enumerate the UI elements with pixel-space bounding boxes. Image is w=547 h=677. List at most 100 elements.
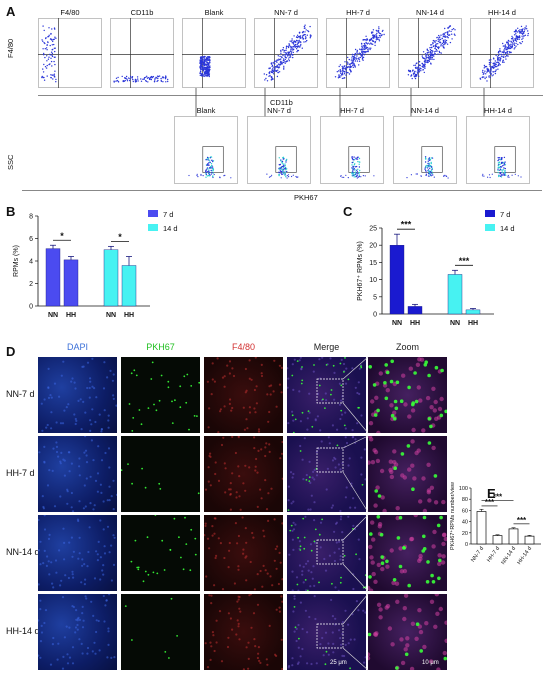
cell (108, 466, 111, 469)
flow-event (277, 69, 279, 71)
flow-event (520, 31, 522, 34)
cell (208, 407, 211, 410)
flow-event (207, 159, 209, 161)
cell (61, 596, 65, 599)
flow-event (449, 34, 451, 36)
cell (301, 647, 304, 651)
flow-event (502, 45, 505, 47)
pkh67-spot (395, 380, 400, 385)
cell (338, 540, 341, 543)
flow-event (199, 72, 201, 74)
flow-event (428, 157, 431, 159)
flow-event (422, 57, 425, 59)
cell (304, 515, 307, 518)
pkh67-spot (197, 492, 200, 495)
flow-event (209, 65, 211, 67)
cell (305, 562, 308, 565)
cell (82, 400, 85, 403)
flow-event (407, 74, 410, 76)
cell (254, 411, 257, 414)
cell (112, 479, 115, 482)
cell (293, 630, 296, 633)
pkh67-spot (138, 409, 141, 411)
pkh67-spot (131, 430, 134, 432)
flow-event (287, 174, 290, 176)
flow-event (381, 34, 383, 36)
cell (237, 565, 240, 568)
y-tick-label: 100 (459, 486, 468, 492)
flow-event (358, 174, 361, 176)
flow-event (157, 79, 159, 82)
flow-event (362, 59, 364, 61)
flow-event (429, 167, 431, 169)
flow-event (269, 71, 271, 73)
flow-event (208, 71, 210, 73)
cell (39, 640, 43, 643)
flow-event (425, 166, 427, 169)
flow-event (351, 167, 353, 169)
cell (310, 494, 313, 497)
pkh67-spot (173, 517, 176, 520)
cell (47, 537, 51, 540)
pkh67-spot (287, 509, 290, 512)
cell (407, 414, 412, 419)
pkh67-spot (134, 539, 137, 542)
flow-event (427, 50, 429, 52)
cell (385, 388, 390, 393)
flow-event (55, 37, 57, 39)
cell (421, 476, 426, 481)
flow-event (358, 163, 360, 165)
flow-event (511, 35, 513, 38)
flow-event (340, 175, 342, 177)
flow-event (513, 44, 516, 47)
cell (210, 594, 213, 597)
cell (84, 449, 88, 452)
flow-event (522, 28, 524, 30)
flow-event (209, 62, 211, 64)
cell (99, 578, 102, 581)
flow-event (293, 45, 296, 47)
flow-event (417, 72, 419, 74)
cell (380, 566, 385, 572)
cell (441, 499, 446, 505)
pkh67-spot (124, 605, 127, 607)
cell (46, 555, 49, 558)
pkh67-spot (147, 407, 150, 409)
pkh67-spot (128, 403, 131, 405)
cell (297, 623, 300, 627)
zoom-box (316, 539, 344, 565)
cell (289, 471, 293, 474)
micrograph-r2-c0 (38, 515, 117, 591)
flow-event (353, 156, 355, 158)
cell (63, 474, 66, 477)
flow-event (115, 80, 117, 82)
cell (256, 656, 259, 660)
cell (257, 428, 261, 431)
flow-event (496, 61, 498, 64)
flow-event (279, 170, 281, 172)
cell (287, 422, 290, 425)
cell (321, 636, 324, 640)
flow-event (379, 35, 381, 37)
flow-event (351, 62, 354, 64)
cell (49, 663, 53, 666)
flow-event (50, 32, 52, 35)
cell (278, 610, 281, 613)
cell (435, 611, 440, 616)
flow-event (199, 64, 202, 67)
micrograph-texture (38, 515, 116, 589)
pkh67-spot (171, 422, 174, 424)
cell (375, 485, 380, 490)
cell (267, 492, 270, 495)
flow-event (281, 171, 283, 173)
flow-event (499, 59, 501, 62)
flow-event (152, 76, 155, 78)
cell (247, 641, 250, 644)
flow-event (53, 73, 56, 75)
flow-event (520, 30, 522, 32)
cell (339, 558, 342, 561)
flow-event (502, 51, 504, 53)
flow-event (208, 172, 210, 174)
flow-event (283, 166, 285, 169)
flow-event (412, 69, 414, 71)
